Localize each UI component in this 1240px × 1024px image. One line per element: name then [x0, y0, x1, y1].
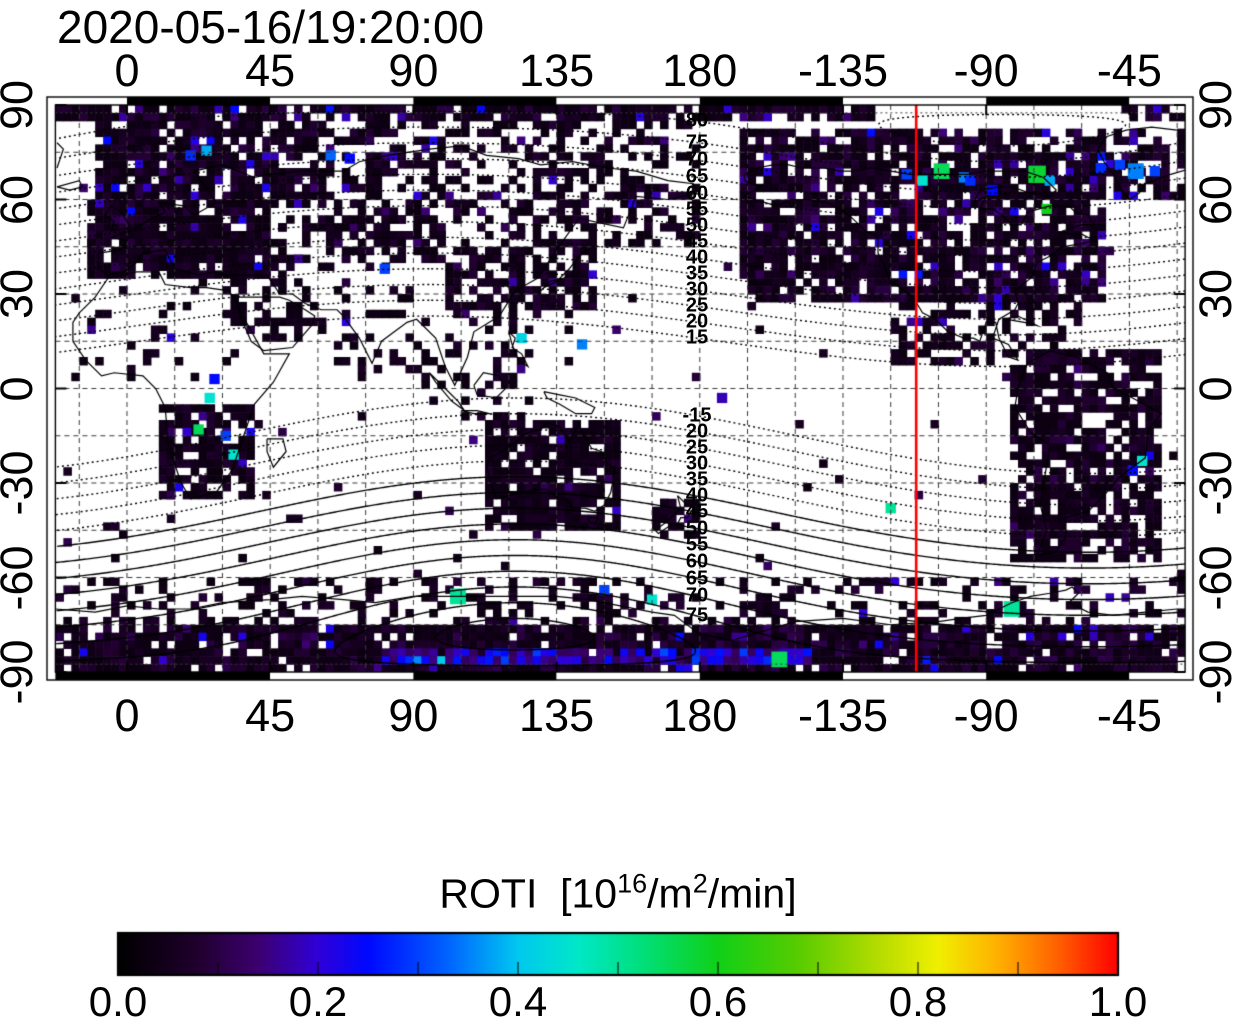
colorbar-title-exp2: 2 — [692, 868, 708, 899]
colorbar-title-text: ROTI [10 — [439, 870, 618, 917]
colorbar-title-exp1: 16 — [617, 868, 648, 899]
colorbar-title-mid: /m — [647, 870, 693, 917]
colorbar-title: ROTI [1016/m2/min] — [439, 869, 796, 918]
colorbar-title-suffix: /min] — [707, 870, 797, 917]
timestamp-title: 2020-05-16/19:20:00 — [57, 1, 485, 53]
